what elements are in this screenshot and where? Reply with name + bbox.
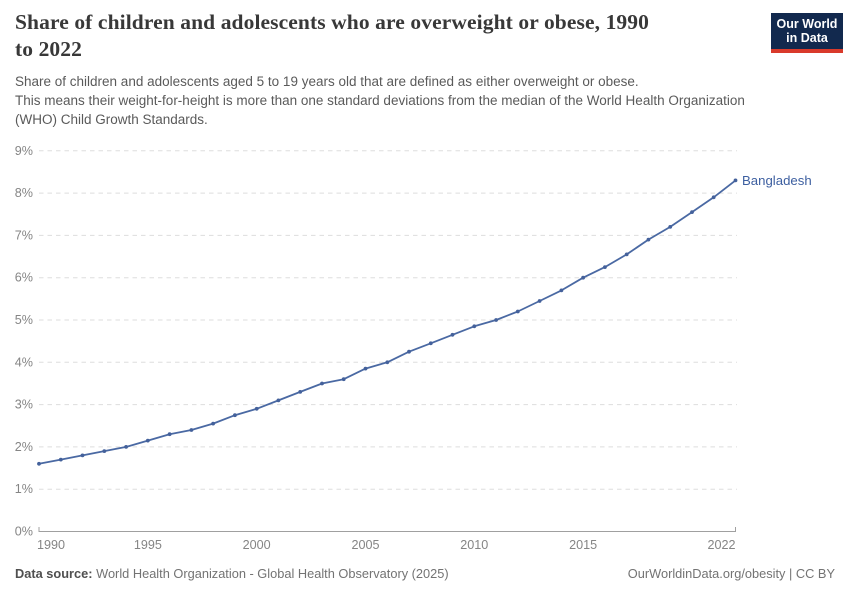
data-line <box>38 179 737 465</box>
data-point[interactable] <box>581 275 585 280</box>
data-source: Data source: World Health Organization -… <box>15 566 449 582</box>
data-point[interactable] <box>428 341 433 346</box>
x-tick-label: 2022 <box>707 538 735 552</box>
y-tick-label: 5% <box>15 313 33 327</box>
title-line-2: to 2022 <box>15 37 82 61</box>
y-tick-label: 2% <box>15 440 33 454</box>
x-tick-label: 2015 <box>569 538 597 552</box>
data-source-text: World Health Organization - Global Healt… <box>96 566 449 581</box>
x-tick-label: 2010 <box>460 538 488 552</box>
data-point[interactable] <box>624 252 629 257</box>
data-point[interactable] <box>124 445 128 449</box>
data-point[interactable] <box>298 390 303 394</box>
data-point[interactable] <box>385 360 390 365</box>
data-point[interactable] <box>145 438 150 443</box>
data-point[interactable] <box>646 237 651 242</box>
data-point[interactable] <box>515 309 520 314</box>
y-tick-label: 3% <box>15 398 33 412</box>
data-point[interactable] <box>559 288 564 293</box>
title-line-1: Share of children and adolescents who ar… <box>15 10 649 34</box>
data-source-label: Data source: <box>15 566 93 581</box>
data-point[interactable] <box>254 406 259 411</box>
data-point[interactable] <box>276 398 281 403</box>
chart-footer: Data source: World Health Organization -… <box>15 566 835 582</box>
y-tick-label: 0% <box>15 525 33 539</box>
x-axis-line <box>38 527 736 532</box>
x-tick-label: 1990 <box>37 538 65 552</box>
data-point[interactable] <box>58 457 63 462</box>
data-point[interactable] <box>341 377 346 382</box>
data-point[interactable] <box>167 432 172 437</box>
subtitle-line-3: (WHO) Child Growth Standards. <box>15 112 208 127</box>
data-point[interactable] <box>690 210 694 215</box>
footer-attribution[interactable]: OurWorldinData.org/obesity | CC BY <box>627 566 835 581</box>
y-tick-label: 9% <box>15 144 33 158</box>
chart-subtitle: Share of children and adolescents aged 5… <box>15 72 745 129</box>
y-tick-label: 8% <box>15 186 33 200</box>
data-point[interactable] <box>450 332 455 337</box>
data-point[interactable] <box>494 318 498 322</box>
subtitle-line-2: This means their weight-for-height is mo… <box>15 93 745 108</box>
data-point[interactable] <box>189 428 194 432</box>
data-point[interactable] <box>407 349 411 354</box>
y-tick-label: 6% <box>15 271 33 285</box>
data-point[interactable] <box>80 453 85 458</box>
x-tick-label: 1995 <box>134 538 162 552</box>
data-point[interactable] <box>320 381 324 386</box>
logo-line-1: Our World <box>776 17 838 31</box>
data-point[interactable] <box>211 421 216 426</box>
logo-line-2: in Data <box>786 31 828 45</box>
data-point[interactable] <box>363 366 368 371</box>
owid-logo[interactable]: Our World in Data <box>771 13 843 53</box>
series-end-label[interactable]: Bangladesh <box>742 173 812 188</box>
subtitle-line-1: Share of children and adolescents aged 5… <box>15 74 639 89</box>
data-point[interactable] <box>472 324 477 329</box>
data-point[interactable] <box>603 265 607 269</box>
data-point[interactable] <box>711 195 716 200</box>
data-point[interactable] <box>37 461 41 466</box>
y-tick-label: 1% <box>15 482 33 496</box>
y-tick-label: 7% <box>15 228 33 242</box>
y-tick-label: 4% <box>15 355 33 369</box>
data-point[interactable] <box>233 413 237 418</box>
x-tick-label: 2000 <box>243 538 271 552</box>
x-tick-label: 2005 <box>351 538 379 552</box>
data-point[interactable] <box>537 299 542 303</box>
data-point[interactable] <box>102 449 107 453</box>
data-point[interactable] <box>668 225 673 229</box>
data-point[interactable] <box>733 178 738 183</box>
page-title: Share of children and adolescents who ar… <box>15 9 649 63</box>
